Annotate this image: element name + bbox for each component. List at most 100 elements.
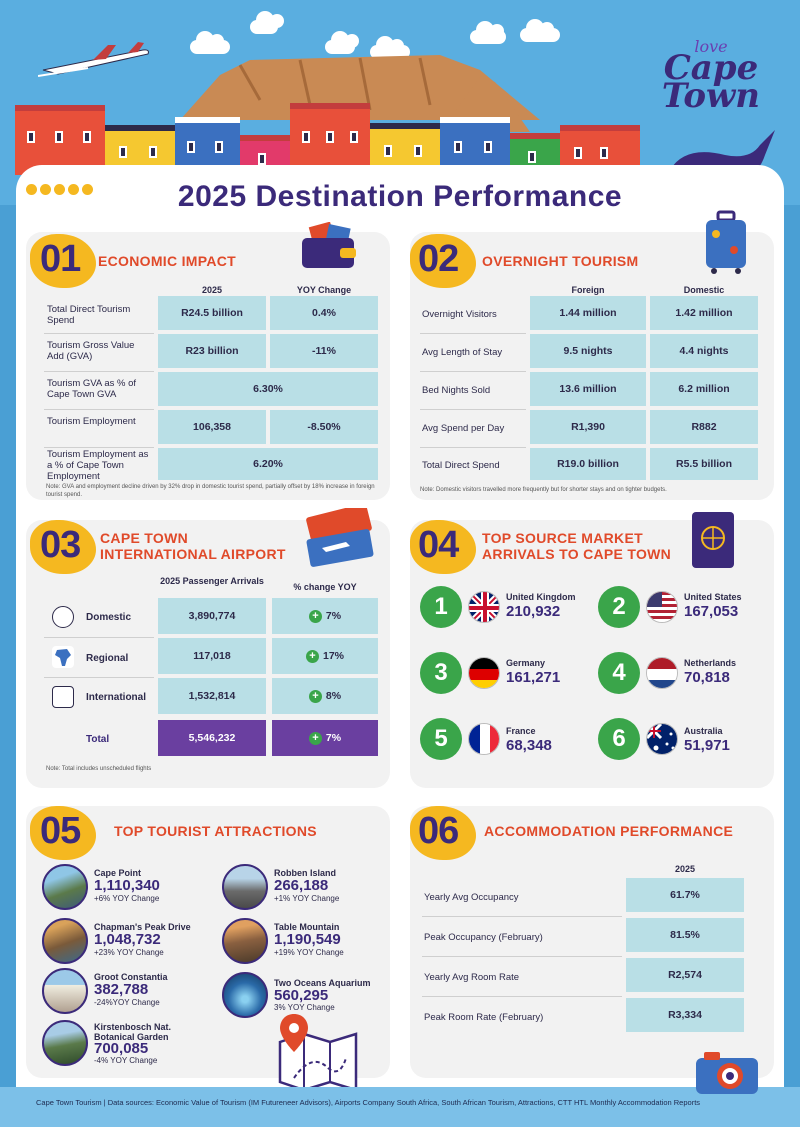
country-name: Australia: [684, 726, 723, 736]
number-blob: [410, 234, 476, 288]
attraction-name: Two Oceans Aquarium: [274, 978, 371, 988]
attraction-name: Groot Constantia: [94, 972, 168, 982]
table-mountain-photo: [222, 918, 268, 964]
suitcase-icon: [706, 210, 746, 274]
attraction-value: 266,188: [274, 877, 329, 894]
row-divider: [420, 333, 526, 334]
south-africa-icon: [52, 606, 74, 628]
attraction-value: 1,110,340: [94, 877, 160, 894]
cape-town-logo: love Cape Town: [661, 37, 760, 117]
row-divider: [422, 996, 622, 997]
row-label: Total Direct Tourism Spend: [47, 304, 131, 326]
country-name: France: [506, 726, 536, 736]
number-blob: [410, 520, 476, 574]
number-blob: [30, 520, 96, 574]
passport-icon: [52, 686, 74, 708]
plus-icon: +: [308, 609, 322, 623]
cell-merged: 6.30%: [158, 372, 378, 406]
row-label: Tourism Gross Value Add (GVA): [47, 340, 135, 362]
section-number: 02: [418, 238, 459, 280]
attraction-change: -24%YOY Change: [94, 998, 160, 1007]
row-label: Tourism Employment as a % of Cape Town E…: [47, 449, 149, 482]
plus-icon: +: [305, 649, 319, 663]
us-flag-icon: [646, 591, 678, 623]
netherlands-flag-icon: [646, 657, 678, 689]
cell-foreign: 13.6 million: [530, 372, 646, 406]
decorative-dots: [26, 184, 93, 195]
cell-total-change: +7%: [272, 720, 378, 756]
row-divider: [422, 956, 622, 957]
cell-value: R23 billion: [158, 334, 266, 368]
row-divider: [44, 371, 154, 372]
attraction-value: 1,190,549: [274, 931, 341, 948]
row-label: Domestic: [86, 612, 132, 623]
row-label: Yearly Avg Room Rate: [424, 972, 520, 983]
attraction-change: 3% YOY Change: [274, 1003, 335, 1012]
number-blob: [30, 806, 96, 860]
section-title-line2: ARRIVALS TO CAPE TOWN: [482, 546, 672, 562]
row-label: Tourism GVA as % of Cape Town GVA: [47, 378, 137, 400]
cell-value: 61.7%: [626, 878, 744, 912]
cell-change: +8%: [272, 678, 378, 714]
attraction-name: Chapman's Peak Drive: [94, 922, 191, 932]
row-label: Total Direct Spend: [422, 460, 500, 471]
rank-badge: 1: [420, 586, 462, 628]
note: Note: Total includes unscheduled flights: [46, 766, 152, 772]
row-label: Regional: [86, 653, 129, 664]
attraction-change: +19% YOY Change: [274, 948, 344, 957]
row-divider: [420, 409, 526, 410]
row-label: Bed Nights Sold: [422, 385, 491, 396]
aquarium-photo: [222, 972, 268, 1018]
cloud: [190, 31, 230, 54]
col-header-arrivals: 2025 Passenger Arrivals: [160, 576, 264, 586]
row-divider: [422, 916, 622, 917]
number-blob: [410, 806, 476, 860]
plus-icon: +: [308, 689, 322, 703]
section-title-line1: CAPE TOWN: [100, 530, 188, 546]
attraction-value: 700,085: [94, 1040, 149, 1057]
cell-value: R24.5 billion: [158, 296, 266, 330]
cell-domestic: 6.2 million: [650, 372, 758, 406]
passport-book-icon: [692, 512, 734, 568]
section-number: 05: [40, 810, 81, 852]
attraction-name-line1: Kirstenbosch Nat.: [94, 1022, 172, 1032]
arrivals-value: 70,818: [684, 669, 730, 686]
groot-constantia-photo: [42, 968, 88, 1014]
robben-island-photo: [222, 864, 268, 910]
cell-foreign: R1,390: [530, 410, 646, 444]
country-name: United Kingdom: [506, 592, 576, 602]
section-title-line1: TOP SOURCE MARKET: [482, 530, 643, 546]
cell-domestic: R882: [650, 410, 758, 444]
section-title: ACCOMMODATION PERFORMANCE: [484, 823, 734, 839]
row-divider: [44, 409, 154, 410]
col-header-2025: 2025: [674, 864, 696, 874]
section-number: 03: [40, 524, 81, 566]
section-number: 01: [40, 238, 81, 280]
arrivals-value: 161,271: [506, 669, 561, 686]
cell-foreign: 9.5 nights: [530, 334, 646, 368]
footer-bar: [0, 1087, 800, 1127]
attraction-value: 1,048,732: [94, 931, 161, 948]
row-divider: [44, 333, 154, 334]
cell-foreign: 1.44 million: [530, 296, 646, 330]
chapmans-peak-photo: [42, 918, 88, 964]
attraction-name-line2: Botanical Garden: [94, 1032, 169, 1042]
france-flag-icon: [468, 723, 500, 755]
row-label: Avg Length of Stay: [422, 347, 503, 358]
cell-value: R3,334: [626, 998, 744, 1032]
rank-badge: 5: [420, 718, 462, 760]
note: Note: Domestic visitors travelled more f…: [420, 487, 667, 493]
row-divider: [420, 447, 526, 448]
country-name: Germany: [506, 658, 546, 668]
africa-map-icon: [52, 646, 74, 668]
row-divider: [44, 447, 154, 448]
row-label: Yearly Avg Occupancy: [424, 892, 519, 903]
col-header-foreign: Foreign: [571, 285, 605, 295]
attraction-change: +23% YOY Change: [94, 948, 164, 957]
cell-change: -8.50%: [270, 410, 378, 444]
rank-badge: 4: [598, 652, 640, 694]
col-header-change: % change YOY: [293, 582, 357, 592]
row-divider: [44, 677, 154, 678]
row-label: Tourism Employment: [47, 416, 136, 427]
cell-foreign: R19.0 billion: [530, 448, 646, 480]
